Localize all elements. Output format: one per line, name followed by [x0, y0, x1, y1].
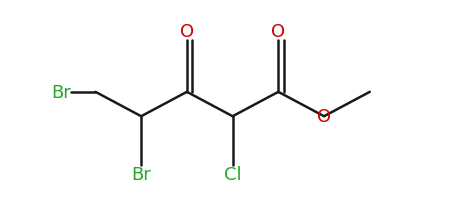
- Text: O: O: [317, 108, 331, 126]
- Text: Br: Br: [131, 165, 151, 183]
- Text: O: O: [180, 23, 194, 41]
- Text: Cl: Cl: [224, 165, 242, 183]
- Text: Br: Br: [51, 83, 71, 101]
- Text: O: O: [271, 23, 285, 41]
